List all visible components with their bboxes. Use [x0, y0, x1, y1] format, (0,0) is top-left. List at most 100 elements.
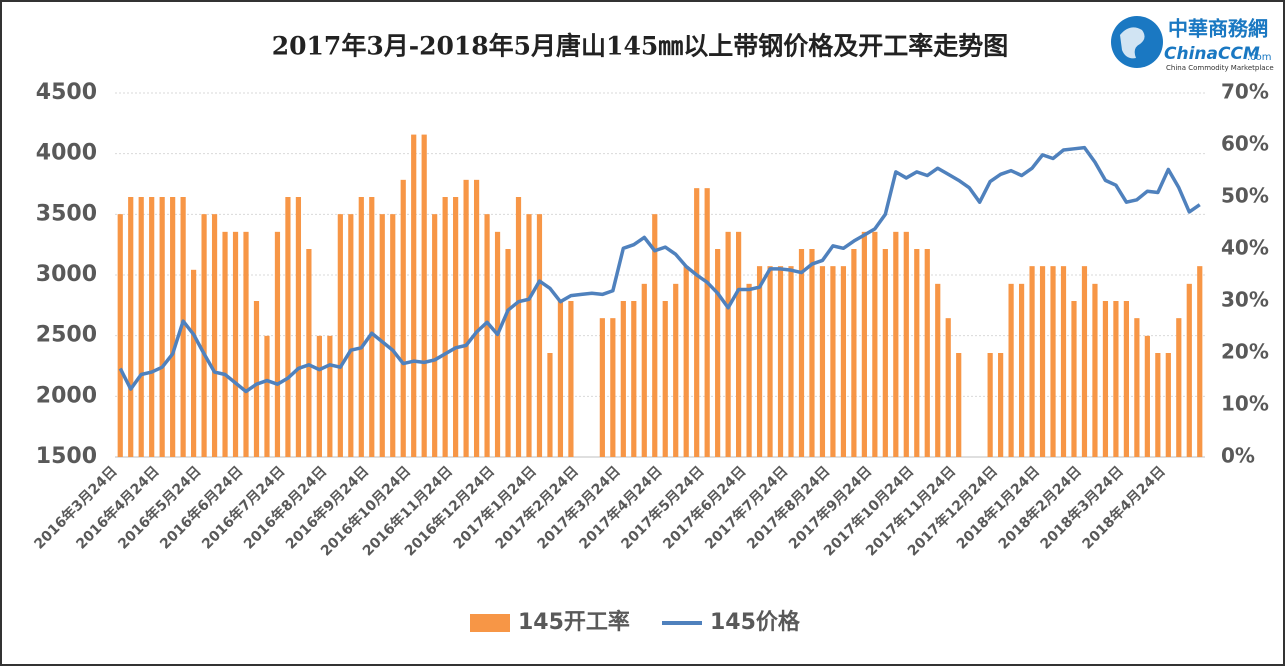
y2-tick-label: 10% [1221, 392, 1269, 416]
y-tick-label: 3000 [36, 262, 97, 287]
bar [421, 134, 427, 457]
bar [274, 231, 281, 457]
bar [1155, 353, 1161, 457]
bar [1081, 266, 1088, 457]
bar [128, 197, 134, 457]
bar [1039, 266, 1046, 457]
y-tick-label: 1500 [36, 444, 97, 469]
bar [1029, 266, 1035, 457]
bar [253, 301, 260, 457]
bar [673, 283, 679, 457]
chart-title: 2017年3月-2018年5月唐山145㎜以上带钢价格及开工率走势图 [272, 32, 1009, 61]
bar [463, 179, 469, 457]
bar [987, 353, 993, 457]
bar [788, 266, 794, 457]
bar [798, 249, 805, 457]
bar [201, 214, 207, 457]
bar [484, 214, 490, 457]
bar [809, 249, 815, 457]
bar [956, 353, 962, 457]
legend-swatch [470, 614, 510, 632]
y-tick-label: 4500 [36, 80, 97, 105]
bar [1050, 266, 1056, 457]
bar [369, 197, 375, 457]
bar [494, 231, 501, 457]
bar [557, 301, 564, 457]
bar [851, 249, 857, 457]
y-tick-label: 2500 [36, 323, 97, 348]
bar [138, 197, 144, 457]
bar [1113, 301, 1119, 457]
bar [117, 214, 123, 457]
y2-tick-label: 0% [1221, 444, 1255, 468]
bar [295, 197, 302, 457]
bar [159, 197, 165, 457]
bar [746, 283, 752, 457]
bar [631, 301, 637, 457]
y2-tick-label: 20% [1221, 340, 1269, 364]
bar [1018, 283, 1025, 457]
bar [348, 214, 354, 457]
bar [767, 266, 773, 457]
bar [264, 335, 270, 457]
bar [872, 231, 878, 457]
bar [285, 197, 291, 457]
bar [327, 335, 333, 457]
bar [211, 214, 218, 457]
y2-tick-label: 40% [1221, 236, 1269, 260]
bar [432, 214, 438, 457]
bar [840, 266, 847, 457]
bar [1008, 283, 1014, 457]
bar [473, 179, 480, 457]
bar [683, 266, 689, 457]
bar [893, 231, 899, 457]
y2-tick-label: 60% [1221, 132, 1269, 156]
bar [903, 231, 909, 457]
logo-land [1120, 27, 1145, 59]
bar [935, 283, 941, 457]
bar [641, 283, 647, 457]
bar [306, 249, 312, 457]
bar [180, 197, 186, 457]
y-tick-label: 4000 [36, 141, 97, 166]
bar [662, 301, 668, 457]
bar [620, 301, 626, 457]
logo-tagline: China Commodity Marketplace [1166, 64, 1274, 72]
bar [998, 353, 1004, 457]
bar [1176, 318, 1182, 457]
logo-site: ChinaCCM [1164, 44, 1260, 64]
bar [191, 269, 197, 457]
bar [442, 197, 448, 457]
bar [777, 266, 784, 457]
bar [1186, 283, 1192, 457]
y2-tick-label: 30% [1221, 288, 1269, 312]
bar [652, 214, 658, 457]
bar [358, 197, 364, 457]
bar [1144, 335, 1150, 457]
bar [1102, 301, 1109, 457]
y2-tick-label: 70% [1221, 80, 1269, 104]
bar [819, 266, 826, 457]
bar [924, 249, 930, 457]
bar [1071, 301, 1077, 457]
bar [379, 214, 385, 457]
y2-tick-label: 50% [1221, 184, 1269, 208]
bar [599, 318, 605, 457]
bar [453, 197, 459, 457]
legend-label: 145价格 [710, 609, 801, 635]
bar [694, 188, 700, 457]
bar [149, 197, 155, 457]
bar [1123, 301, 1129, 457]
bar [914, 249, 920, 457]
bar [725, 231, 731, 457]
bar [243, 231, 249, 457]
bar [568, 301, 574, 457]
logo-tld: .com [1247, 52, 1272, 63]
bar [736, 231, 742, 457]
bar [1092, 283, 1098, 457]
y-tick-label: 3500 [36, 201, 97, 226]
bar [1197, 266, 1203, 457]
bar [222, 231, 228, 457]
y-tick-label: 2000 [36, 383, 97, 408]
